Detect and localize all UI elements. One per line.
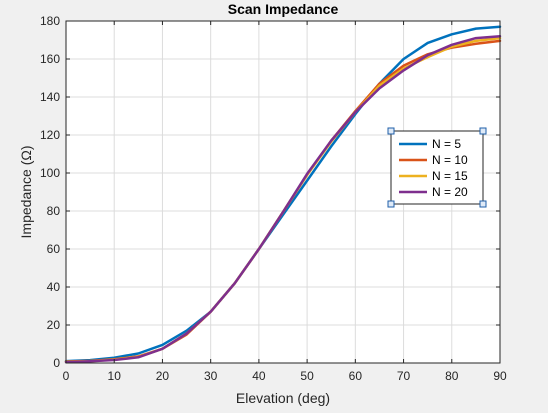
series-line-n5 [64,25,502,363]
x-tick-label: 80 [445,369,459,383]
x-tick-label: 10 [108,369,122,383]
y-tick-label: 40 [47,280,61,294]
legend-resize-handle[interactable] [387,200,395,208]
x-tick-label: 50 [300,369,314,383]
x-tick-label: 20 [156,369,170,383]
x-tick-label: 70 [397,369,411,383]
y-tick-label: 180 [40,14,60,28]
plot-frame [65,20,501,364]
y-tick-label: 80 [47,204,61,218]
x-tick-label: 30 [204,369,218,383]
series-line-n20 [64,34,502,364]
y-tick-label: 140 [40,90,60,104]
chart-title: Scan Impedance [228,1,339,17]
legend-entry-label: N = 10 [432,153,468,167]
x-tick-label: 90 [493,369,507,383]
legend-resize-handle[interactable] [479,127,487,135]
y-axis-label: Impedance (Ω) [18,146,34,239]
x-tick-label: 40 [252,369,266,383]
y-tick-label: 120 [40,128,60,142]
legend-entry-label: N = 5 [432,137,461,151]
legend[interactable]: N = 5 N = 10 N = 15 N = 20 [387,127,487,208]
legend-entry-label: N = 20 [432,185,468,199]
y-tick-label: 100 [40,166,60,180]
legend-resize-handle[interactable] [387,127,395,135]
y-tick-label: 20 [47,318,61,332]
y-tick-label: 60 [47,242,61,256]
legend-resize-handle[interactable] [479,200,487,208]
x-tick-label: 60 [349,369,363,383]
x-tick-label: 0 [63,369,70,383]
legend-entry-label: N = 15 [432,169,468,183]
y-tick-label: 160 [40,52,60,66]
y-tick-label: 0 [53,356,60,370]
x-axis-label: Elevation (deg) [236,390,330,406]
